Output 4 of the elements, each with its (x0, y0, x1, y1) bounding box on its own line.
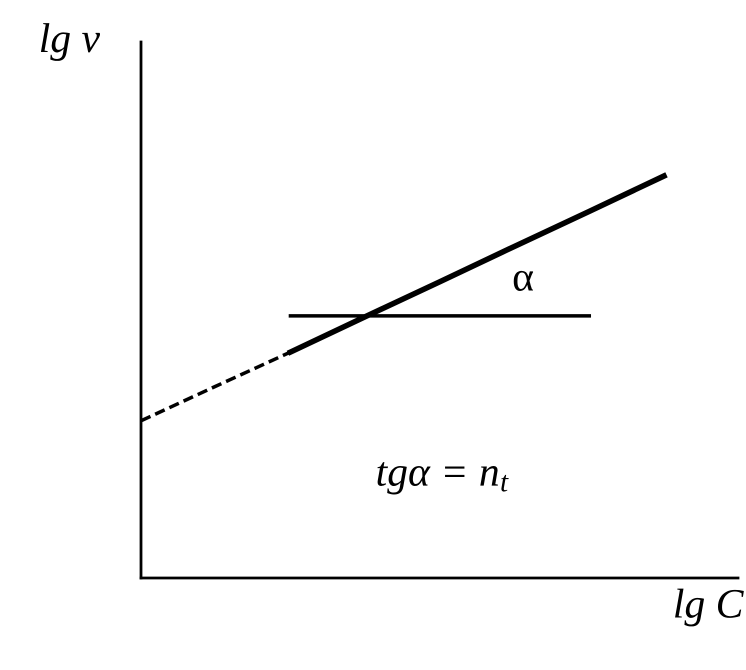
y-axis-title: lg v (40, 23, 100, 61)
annotation: tgα = n$_{t}$ (377, 462, 509, 494)
x-axis-title: lg C (675, 588, 744, 626)
annotation: α (514, 270, 534, 291)
